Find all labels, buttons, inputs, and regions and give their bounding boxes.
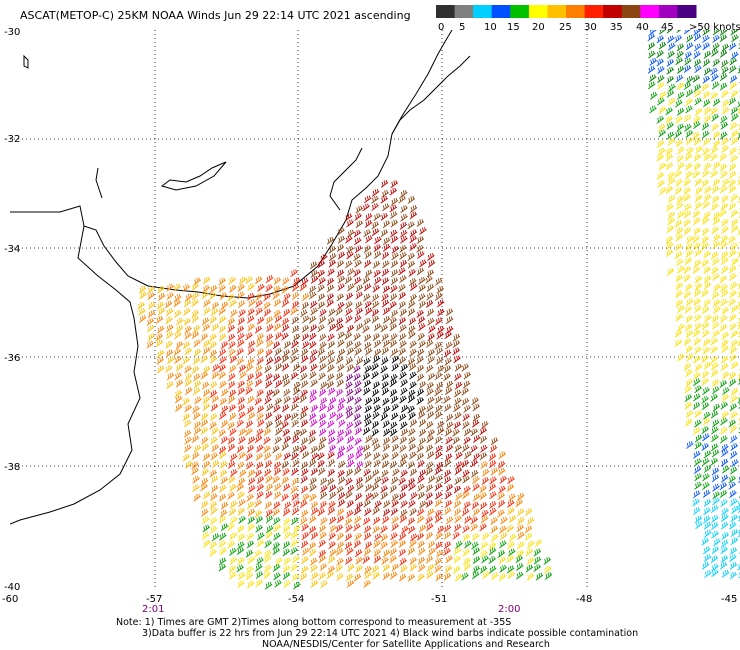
lon-label-51: -51 bbox=[431, 594, 447, 605]
time-label-right: 2:00 bbox=[498, 604, 520, 615]
lat-label-40: -40 bbox=[4, 582, 20, 593]
legend-swatch bbox=[528, 5, 548, 18]
wind-barbs bbox=[137, 30, 740, 590]
time-label-left: 2:01 bbox=[142, 604, 164, 615]
legend-colorbar bbox=[436, 5, 697, 18]
lon-label-45: -45 bbox=[721, 594, 737, 605]
legend-label-25: 25 bbox=[559, 22, 572, 33]
coastline bbox=[10, 30, 471, 525]
lon-labels: -60 -57 -54 -51 -48 -45 bbox=[2, 594, 737, 605]
legend-label-40: 40 bbox=[636, 22, 649, 33]
lon-label-60: -60 bbox=[2, 594, 18, 605]
legend-swatch bbox=[584, 5, 604, 18]
legend-label-5: 5 bbox=[459, 22, 465, 33]
map-title: ASCAT(METOP-C) 25KM NOAA Winds Jun 29 22… bbox=[20, 9, 411, 22]
lat-label-30: -30 bbox=[4, 27, 20, 38]
legend-label-30: 30 bbox=[584, 22, 597, 33]
legend-swatch bbox=[640, 5, 660, 18]
legend-swatch bbox=[603, 5, 623, 18]
lat-label-36: -36 bbox=[4, 353, 20, 364]
note-line-1: Note: 1) Times are GMT 2)Times along bot… bbox=[116, 617, 511, 628]
lat-labels: -30 -32 -34 -36 -38 -40 bbox=[4, 27, 20, 593]
legend-label-20: 20 bbox=[532, 22, 545, 33]
legend-swatch bbox=[436, 5, 456, 18]
legend-swatch bbox=[677, 5, 697, 18]
legend-swatch bbox=[547, 5, 567, 18]
lon-label-54: -54 bbox=[288, 594, 304, 605]
legend-swatch bbox=[454, 5, 474, 18]
legend-swatch bbox=[510, 5, 530, 18]
note-line-3: NOAA/NESDIS/Center for Satellite Applica… bbox=[262, 639, 550, 650]
lat-label-38: -38 bbox=[4, 462, 20, 473]
lon-label-57: -57 bbox=[146, 594, 162, 605]
legend-swatch bbox=[658, 5, 678, 18]
legend-label-10: 10 bbox=[484, 22, 497, 33]
lon-label-48: -48 bbox=[576, 594, 592, 605]
legend-label-0: 0 bbox=[438, 22, 444, 33]
legend-swatch bbox=[621, 5, 641, 18]
note-line-2: 3)Data buffer is 22 hrs from Jun 29 22:1… bbox=[142, 628, 638, 639]
legend-label-35: 35 bbox=[610, 22, 623, 33]
legend-label-15: 15 bbox=[507, 22, 520, 33]
legend-label-50plus: >50 knots bbox=[689, 22, 740, 33]
lat-label-34: -34 bbox=[4, 244, 20, 255]
legend-swatch bbox=[491, 5, 511, 18]
legend-swatch bbox=[473, 5, 493, 18]
lat-label-32: -32 bbox=[4, 134, 20, 145]
legend-swatch bbox=[566, 5, 586, 18]
legend: 0 5 10 15 20 25 30 35 40 45 >50 knots bbox=[436, 5, 740, 33]
legend-label-45: 45 bbox=[661, 22, 674, 33]
